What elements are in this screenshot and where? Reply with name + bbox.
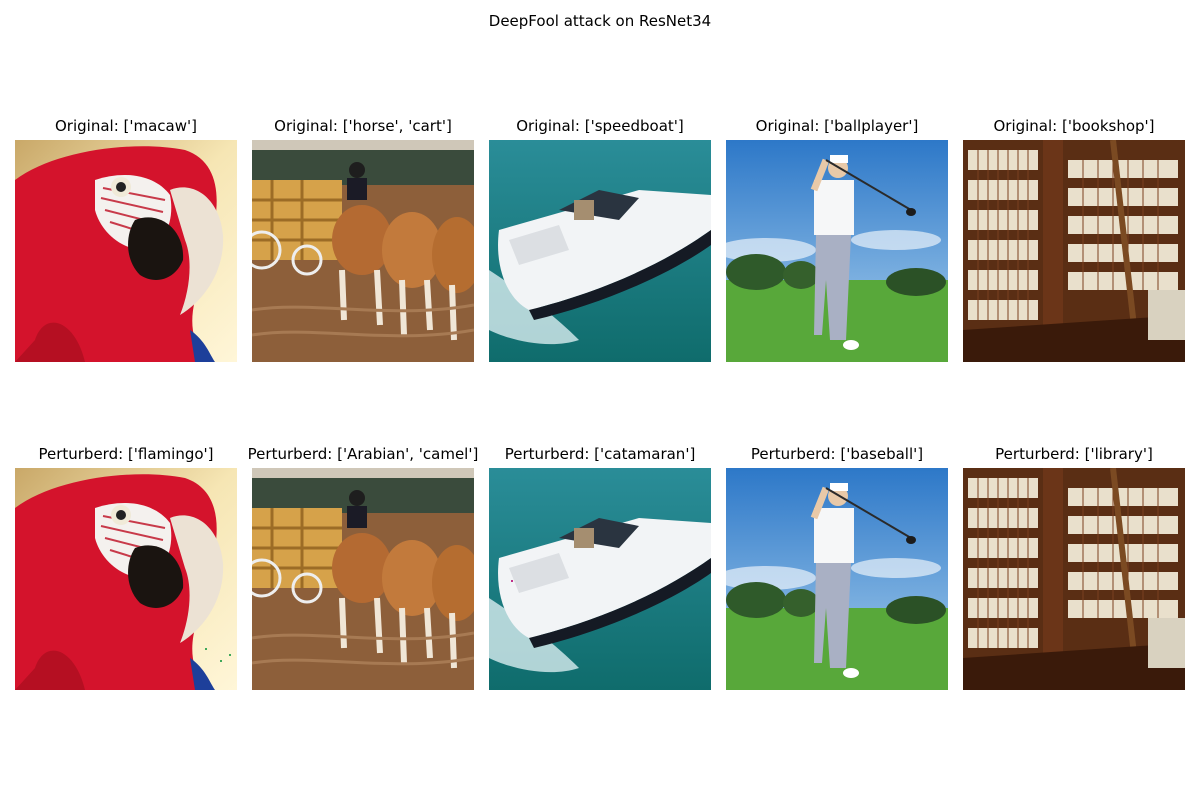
panel-title: Original: ['macaw'] — [55, 117, 197, 135]
panel-title: Perturberd: ['catamaran'] — [504, 445, 696, 463]
panel-title: Original: ['horse', 'cart'] — [274, 117, 452, 135]
golfer-image — [726, 140, 948, 362]
macaw-image — [15, 468, 237, 690]
horse-cart-image — [252, 468, 474, 690]
golfer-image — [726, 468, 948, 690]
panel-title: Original: ['ballplayer'] — [755, 117, 919, 135]
macaw-image — [15, 140, 237, 362]
panel-title: Original: ['bookshop'] — [993, 117, 1155, 135]
panel-title: Perturberd: ['library'] — [995, 445, 1153, 463]
panel-title: Perturberd: ['flamingo'] — [38, 445, 214, 463]
horse-cart-image — [252, 140, 474, 362]
figure-title: DeepFool attack on ResNet34 — [488, 12, 712, 30]
bookshop-image — [963, 468, 1185, 690]
bookshop-image — [963, 140, 1185, 362]
panel-title: Original: ['speedboat'] — [516, 117, 684, 135]
speedboat-image — [489, 140, 711, 362]
speedboat-image — [489, 468, 711, 690]
panel-title: Perturberd: ['Arabian', 'camel'] — [247, 445, 479, 463]
panel-title: Perturberd: ['baseball'] — [750, 445, 924, 463]
